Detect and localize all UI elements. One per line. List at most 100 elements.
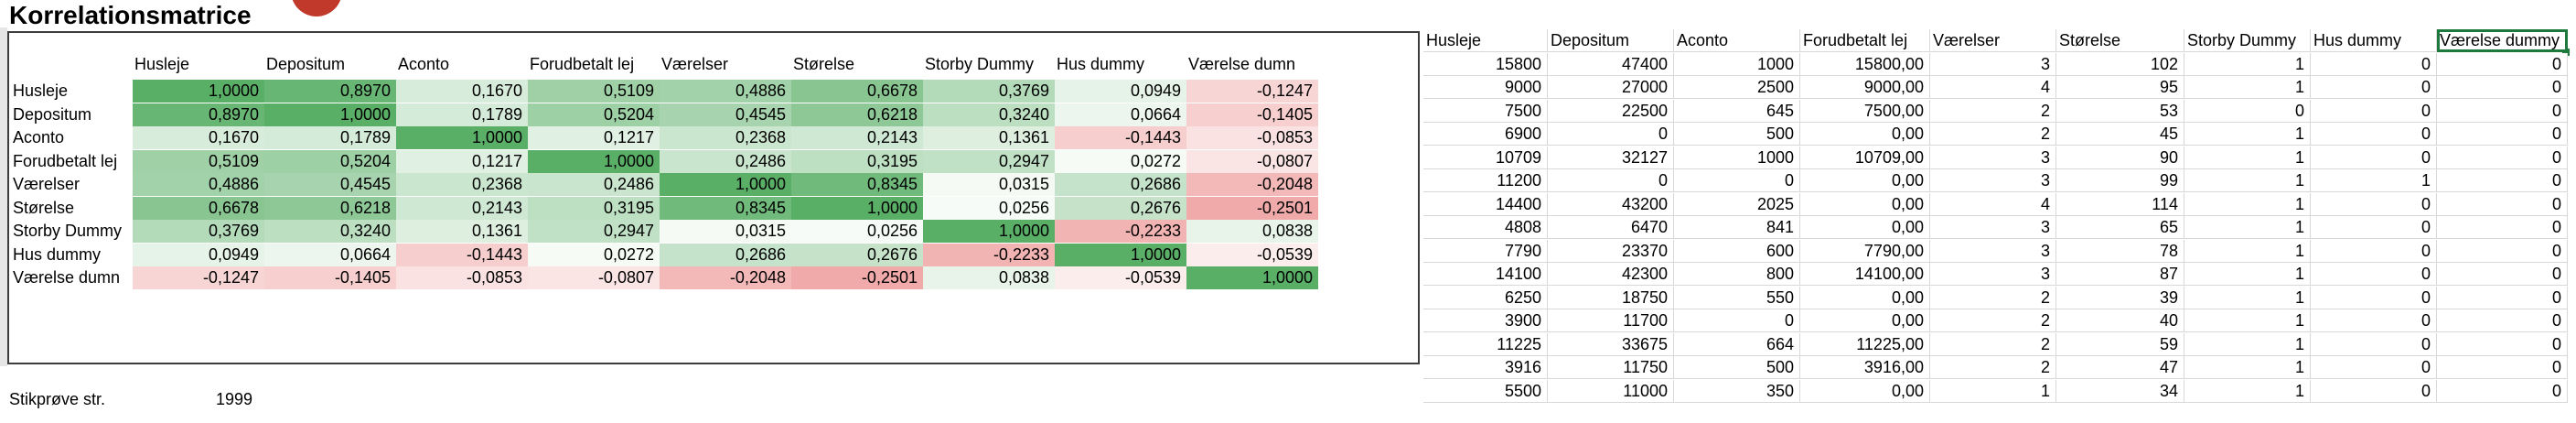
data-column-header[interactable]: Værelser xyxy=(1930,29,2056,52)
data-cell[interactable]: 0 xyxy=(2437,216,2568,239)
matrix-cell[interactable]: -0,0539 xyxy=(1055,266,1186,289)
data-cell[interactable]: 0 xyxy=(2311,286,2437,309)
matrix-cell[interactable]: 0,1361 xyxy=(923,126,1055,149)
matrix-cell[interactable]: 1,0000 xyxy=(396,126,528,149)
data-cell[interactable]: 33675 xyxy=(1548,332,1674,356)
matrix-row-label[interactable]: Depositum xyxy=(13,104,92,124)
data-cell[interactable]: 22500 xyxy=(1548,99,1674,123)
data-cell[interactable]: 11225 xyxy=(1423,332,1548,356)
data-cell[interactable]: 7500 xyxy=(1423,99,1548,123)
data-cell[interactable]: 4 xyxy=(1930,76,2056,99)
data-cell[interactable]: 3 xyxy=(1930,216,2056,239)
data-cell[interactable]: 47 xyxy=(2056,356,2184,379)
data-cell[interactable]: 1000 xyxy=(1674,146,1800,169)
matrix-cell[interactable]: -0,1443 xyxy=(396,243,528,266)
matrix-cell[interactable]: 0,2143 xyxy=(396,196,528,220)
matrix-cell[interactable]: 0,2676 xyxy=(1055,196,1186,220)
data-cell[interactable]: 7500,00 xyxy=(1800,99,1930,123)
matrix-cell[interactable]: 0,5109 xyxy=(528,80,660,103)
data-cell[interactable]: 0,00 xyxy=(1800,169,1930,192)
data-cell[interactable]: 500 xyxy=(1674,356,1800,379)
data-cell[interactable]: 664 xyxy=(1674,332,1800,356)
data-cell[interactable]: 0 xyxy=(2437,309,2568,332)
matrix-cell[interactable]: 0,0664 xyxy=(1055,103,1186,126)
data-cell[interactable]: 3916 xyxy=(1423,356,1548,379)
matrix-cell[interactable]: 0,2368 xyxy=(660,126,791,149)
data-cell[interactable]: 1 xyxy=(2184,286,2311,309)
data-cell[interactable]: 3 xyxy=(1930,52,2056,76)
data-cell[interactable]: 5500 xyxy=(1423,379,1548,403)
matrix-cell[interactable]: -0,2501 xyxy=(1186,196,1318,220)
data-cell[interactable]: 0 xyxy=(2311,123,2437,146)
data-cell[interactable]: 0 xyxy=(2311,76,2437,99)
data-cell[interactable]: 0,00 xyxy=(1800,309,1930,332)
data-cell[interactable]: 1 xyxy=(2184,52,2311,76)
matrix-cell[interactable]: 0,2143 xyxy=(791,126,923,149)
matrix-cell[interactable]: 0,0315 xyxy=(660,220,791,243)
data-cell[interactable]: 0 xyxy=(2437,356,2568,379)
data-cell[interactable]: 3 xyxy=(1930,169,2056,192)
matrix-cell[interactable]: 1,0000 xyxy=(528,149,660,173)
matrix-cell[interactable]: 1,0000 xyxy=(264,103,396,126)
data-cell[interactable]: 78 xyxy=(2056,239,2184,263)
data-cell[interactable]: 0 xyxy=(1674,169,1800,192)
matrix-cell[interactable]: -0,1247 xyxy=(133,266,264,289)
data-cell[interactable]: 11700 xyxy=(1548,309,1674,332)
matrix-column-header[interactable]: Værelser xyxy=(661,55,729,73)
data-cell[interactable]: 6900 xyxy=(1423,123,1548,146)
matrix-column-header[interactable]: Depositum xyxy=(266,55,346,73)
data-cell[interactable]: 7790 xyxy=(1423,239,1548,263)
matrix-cell[interactable]: -0,1405 xyxy=(264,266,396,289)
matrix-cell[interactable]: 1,0000 xyxy=(1055,243,1186,266)
matrix-cell[interactable]: -0,1247 xyxy=(1186,80,1318,103)
matrix-cell[interactable]: 0,1789 xyxy=(264,126,396,149)
data-cell[interactable]: 1 xyxy=(2184,123,2311,146)
data-cell[interactable]: 0 xyxy=(2437,52,2568,76)
data-cell[interactable]: 0 xyxy=(2437,332,2568,356)
matrix-cell[interactable]: 0,5204 xyxy=(264,149,396,173)
data-cell[interactable]: 90 xyxy=(2056,146,2184,169)
matrix-cell[interactable]: 0,0949 xyxy=(1055,80,1186,103)
data-cell[interactable]: 2 xyxy=(1930,99,2056,123)
matrix-cell[interactable]: 1,0000 xyxy=(660,173,791,196)
matrix-cell[interactable]: 0,6678 xyxy=(133,196,264,220)
matrix-cell[interactable]: -0,0853 xyxy=(396,266,528,289)
data-cell[interactable]: 15800,00 xyxy=(1800,52,1930,76)
matrix-cell[interactable]: 0,3195 xyxy=(528,196,660,220)
data-cell[interactable]: 27000 xyxy=(1548,76,1674,99)
data-column-header[interactable]: Depositum xyxy=(1548,29,1674,52)
matrix-cell[interactable]: 0,4545 xyxy=(660,103,791,126)
data-cell[interactable]: 645 xyxy=(1674,99,1800,123)
data-cell[interactable]: 40 xyxy=(2056,309,2184,332)
matrix-cell[interactable]: 0,6218 xyxy=(791,103,923,126)
matrix-cell[interactable]: 0,6678 xyxy=(791,80,923,103)
sample-size-value[interactable]: 1999 xyxy=(216,390,253,408)
matrix-row-label[interactable]: Størelse xyxy=(13,198,75,217)
data-cell[interactable]: 11200 xyxy=(1423,169,1548,192)
matrix-cell[interactable]: -0,0539 xyxy=(1186,243,1318,266)
data-cell[interactable]: 1 xyxy=(2184,309,2311,332)
data-cell[interactable]: 65 xyxy=(2056,216,2184,239)
data-cell[interactable]: 14400 xyxy=(1423,192,1548,216)
data-cell[interactable]: 9000 xyxy=(1423,76,1548,99)
matrix-cell[interactable]: -0,1405 xyxy=(1186,103,1318,126)
data-cell[interactable]: 1 xyxy=(2184,379,2311,403)
data-cell[interactable]: 1 xyxy=(2311,169,2437,192)
data-cell[interactable]: 1 xyxy=(2184,76,2311,99)
matrix-cell[interactable]: 0,2368 xyxy=(396,173,528,196)
matrix-cell[interactable]: 0,3240 xyxy=(264,220,396,243)
matrix-cell[interactable]: 0,2486 xyxy=(528,173,660,196)
matrix-cell[interactable]: 0,0272 xyxy=(1055,149,1186,173)
data-column-header[interactable]: Størelse xyxy=(2056,29,2184,52)
data-cell[interactable]: 3900 xyxy=(1423,309,1548,332)
matrix-cell[interactable]: 0,0664 xyxy=(264,243,396,266)
data-column-header[interactable]: Forudbetalt lej xyxy=(1800,29,1930,52)
matrix-cell[interactable]: 0,0272 xyxy=(528,243,660,266)
matrix-cell[interactable]: 0,3240 xyxy=(923,103,1055,126)
data-cell[interactable]: 0,00 xyxy=(1800,216,1930,239)
data-column-header[interactable]: Hus dummy xyxy=(2311,29,2437,52)
data-cell[interactable]: 11225,00 xyxy=(1800,332,1930,356)
data-cell[interactable]: 102 xyxy=(2056,52,2184,76)
matrix-cell[interactable]: 1,0000 xyxy=(1186,266,1318,289)
data-cell[interactable]: 4808 xyxy=(1423,216,1548,239)
